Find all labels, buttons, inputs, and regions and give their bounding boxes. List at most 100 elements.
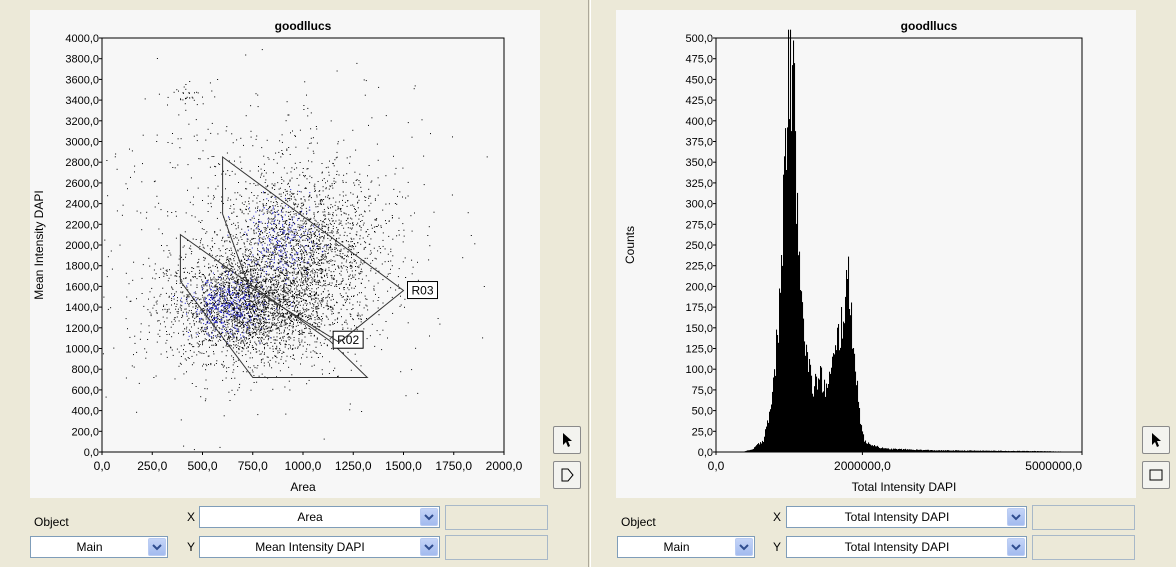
data-point: [211, 240, 213, 242]
data-point: [316, 264, 318, 266]
data-point: [313, 241, 315, 243]
data-point: [288, 300, 290, 302]
data-point: [224, 335, 226, 337]
data-point: [196, 310, 198, 312]
data-point: [308, 332, 310, 334]
data-point: [298, 184, 300, 186]
data-point: [226, 281, 227, 283]
data-point: [297, 271, 299, 273]
data-point: [251, 306, 253, 308]
data-point: [267, 292, 269, 294]
data-point: [284, 248, 286, 250]
data-point: [317, 276, 319, 278]
data-point: [327, 196, 329, 198]
data-point: [238, 306, 240, 308]
scatter-plot[interactable]: goodllucsR02R030,0200,0400,0600,0800,010…: [30, 10, 540, 498]
data-point: [306, 267, 308, 269]
data-point: [275, 290, 277, 291]
data-point: [164, 326, 166, 328]
data-point: [206, 285, 208, 287]
data-point: [244, 314, 246, 316]
data-point: [317, 284, 319, 286]
data-point: [288, 305, 289, 307]
data-point: [314, 301, 316, 303]
data-point: [321, 320, 323, 322]
data-point: [296, 289, 298, 291]
data-point: [228, 289, 230, 291]
data-point: [196, 278, 198, 280]
data-point: [316, 248, 318, 249]
data-point: [250, 311, 252, 313]
data-point: [233, 238, 235, 240]
data-point: [212, 278, 214, 280]
data-point: [332, 162, 334, 164]
data-point: [314, 317, 316, 318]
data-point: [302, 282, 304, 284]
data-point: [215, 307, 216, 309]
data-point: [234, 224, 236, 226]
data-point: [305, 187, 307, 189]
data-point: [301, 256, 303, 258]
data-point: [227, 282, 229, 284]
data-point: [256, 295, 258, 297]
data-point: [197, 346, 199, 348]
data-point: [204, 276, 206, 278]
data-point: [249, 317, 251, 319]
data-point: [263, 302, 265, 304]
scatter-plot-area[interactable]: goodllucs R02 R03 0,0 200,0 400,0 600,0 800,0 10…: [30, 10, 540, 498]
data-point: [237, 333, 238, 335]
data-point: [266, 287, 268, 289]
data-point: [210, 288, 212, 290]
data-point: [240, 248, 242, 249]
data-point: [292, 280, 294, 282]
data-point: [347, 246, 349, 248]
data-point: [239, 383, 241, 385]
data-point: [212, 246, 214, 248]
data-point: [236, 313, 238, 315]
data-point: [259, 237, 261, 239]
data-point: [306, 251, 307, 253]
data-point: [206, 309, 208, 311]
data-point: [246, 248, 248, 250]
data-point: [294, 261, 296, 263]
data-point: [323, 285, 325, 286]
data-point: [213, 326, 215, 328]
data-point: [223, 314, 225, 316]
data-point: [282, 232, 284, 234]
data-point: [261, 293, 263, 294]
data-point: [331, 311, 333, 313]
data-point: [148, 257, 150, 259]
data-point: [216, 290, 218, 292]
data-point: [296, 239, 298, 241]
data-point: [316, 196, 318, 198]
data-point: [282, 239, 284, 240]
data-point: [334, 204, 336, 206]
data-point: [142, 264, 144, 266]
data-point: [317, 280, 319, 282]
data-point: [237, 250, 239, 252]
data-point: [297, 263, 299, 265]
data-point: [295, 294, 297, 296]
data-point: [234, 283, 236, 284]
data-point: [309, 265, 311, 267]
data-point: [216, 303, 218, 305]
data-point: [327, 318, 329, 320]
data-point: [303, 299, 305, 300]
data-point: [303, 294, 305, 296]
data-point: [234, 192, 236, 194]
data-point: [286, 233, 287, 235]
data-point: [309, 194, 311, 196]
data-point: [342, 241, 344, 243]
data-point: [269, 212, 271, 214]
data-point: [250, 334, 252, 336]
data-point: [231, 325, 233, 327]
data-point: [246, 327, 248, 329]
data-point: [274, 317, 276, 319]
data-point: [217, 308, 219, 310]
data-point: [284, 260, 286, 262]
data-point: [292, 193, 294, 195]
data-point: [171, 336, 173, 338]
data-point: [308, 272, 309, 274]
data-point: [272, 292, 274, 294]
data-point: [348, 289, 350, 291]
